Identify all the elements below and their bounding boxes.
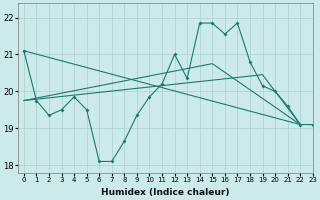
X-axis label: Humidex (Indice chaleur): Humidex (Indice chaleur) bbox=[101, 188, 229, 197]
